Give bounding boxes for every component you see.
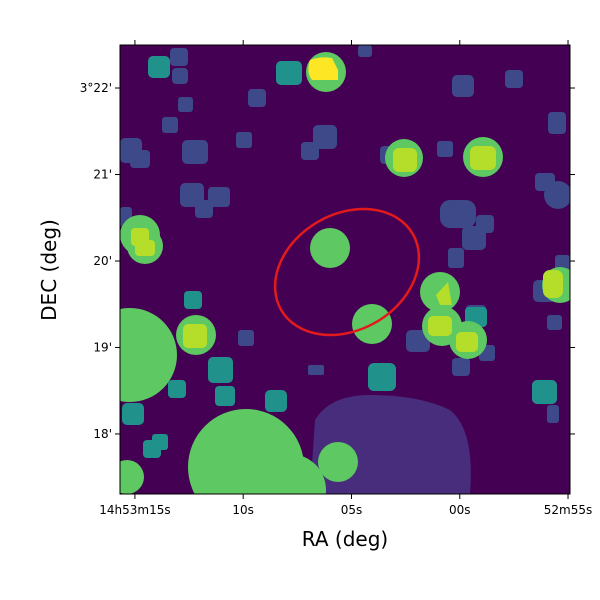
y-tick-label: 18' — [93, 427, 112, 441]
image — [120, 45, 570, 494]
x-tick-label: 05s — [341, 503, 363, 517]
x-axis-label: RA (deg) — [302, 527, 388, 551]
x-tick-label: 52m55s — [544, 503, 592, 517]
x-tick-label: 00s — [449, 503, 471, 517]
y-tick-label: 19' — [93, 340, 112, 354]
y-tick-label: 3°22' — [80, 81, 112, 95]
y-tick-label: 20' — [93, 254, 112, 268]
y-axis-label: DEC (deg) — [37, 219, 61, 321]
x-tick-label: 14h53m15s — [99, 503, 170, 517]
axes-frame — [119, 44, 571, 495]
x-tick-label: 10s — [232, 503, 254, 517]
y-tick-label: 21' — [93, 168, 112, 182]
